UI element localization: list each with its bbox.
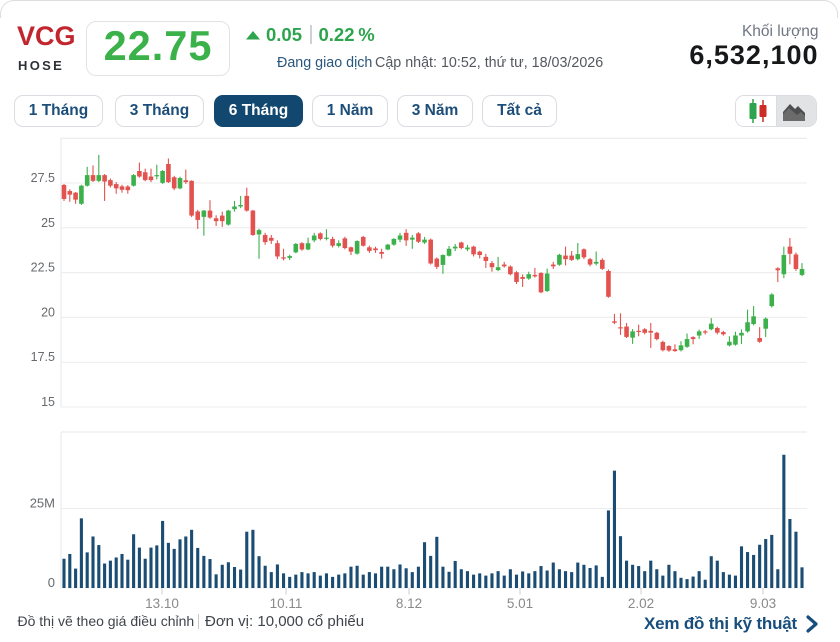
svg-text:27.5: 27.5 bbox=[31, 171, 55, 185]
svg-text:20: 20 bbox=[41, 305, 55, 319]
svg-text:25M: 25M bbox=[30, 496, 55, 511]
svg-text:25: 25 bbox=[41, 216, 55, 230]
svg-text:17.5: 17.5 bbox=[31, 350, 55, 364]
svg-text:8.12: 8.12 bbox=[396, 596, 422, 611]
svg-text:9.03: 9.03 bbox=[750, 596, 776, 611]
svg-text:10.11: 10.11 bbox=[270, 596, 303, 611]
svg-text:13.10: 13.10 bbox=[145, 596, 179, 611]
svg-text:15: 15 bbox=[41, 395, 55, 409]
svg-text:5.01: 5.01 bbox=[507, 596, 533, 611]
svg-text:0: 0 bbox=[48, 575, 55, 590]
svg-text:22.5: 22.5 bbox=[31, 261, 55, 275]
svg-text:2.02: 2.02 bbox=[628, 596, 654, 611]
